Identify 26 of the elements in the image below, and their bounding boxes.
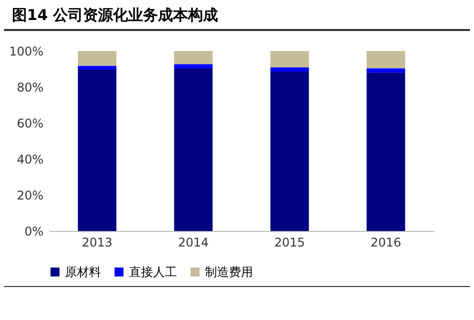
bar [78, 70, 116, 231]
bar [366, 68, 406, 73]
legend-label: 制造费用 [205, 265, 253, 279]
chart-title: 图14 公司资源化业务成本构成 [4, 0, 470, 31]
bar [174, 68, 213, 231]
legend-label: 直接人工 [129, 265, 177, 279]
x-tick-label: 2015 [274, 236, 305, 250]
bar [174, 64, 213, 68]
x-tick-label: 2013 [82, 236, 112, 250]
bar [78, 66, 116, 70]
bar [366, 51, 406, 68]
bar [270, 72, 309, 231]
bar [366, 72, 406, 231]
y-tick-label: 60% [16, 116, 44, 130]
bar [78, 51, 116, 66]
x-tick-label: 2014 [178, 236, 209, 250]
bar [270, 67, 309, 72]
y-tick-label: 80% [16, 80, 44, 94]
y-tick-label: 100% [9, 44, 44, 58]
y-tick-label: 40% [16, 152, 44, 166]
y-tick-label: 20% [16, 188, 44, 202]
y-tick-label: 0% [24, 224, 44, 238]
bar [174, 51, 213, 64]
bar [270, 51, 309, 68]
x-tick-label: 2016 [370, 236, 402, 250]
legend-label: 原材料 [65, 265, 101, 279]
